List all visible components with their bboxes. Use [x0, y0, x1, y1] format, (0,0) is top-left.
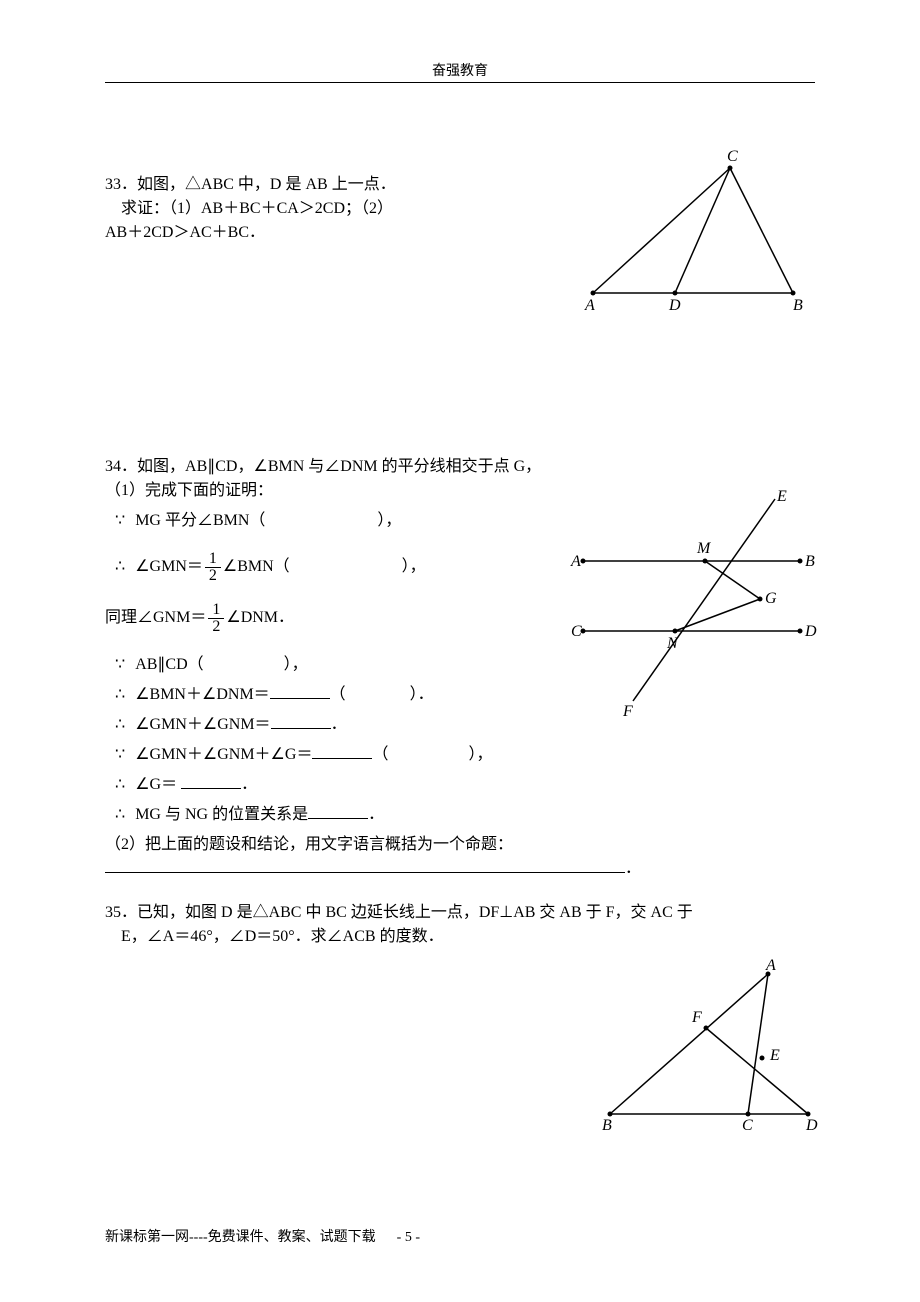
final-period: ． — [625, 860, 641, 877]
svg-text:B: B — [602, 1117, 612, 1134]
problem-33-line1: 如图，△ABC 中，D 是 AB 上一点． — [137, 176, 396, 193]
therefore-5: ∴ — [115, 803, 125, 827]
pf9a-text: MG 与 NG 的位置关系是 — [135, 806, 308, 823]
pf1-text: MG 平分∠BMN（ ）， — [135, 512, 401, 529]
doc-header-title: 奋强教育 — [105, 60, 815, 80]
svg-text:N: N — [666, 635, 679, 652]
blank-8 — [181, 773, 241, 789]
figure-34-svg: A B C D E F M N G — [565, 481, 825, 721]
header-rule — [105, 82, 815, 83]
svg-text:D: D — [668, 297, 681, 313]
svg-text:F: F — [691, 1009, 702, 1026]
problem-35-line1: 已知，如图 D 是△ABC 中 BC 边延长线上一点，DF⊥AB 交 AB 于 … — [137, 904, 693, 921]
svg-text:G: G — [765, 590, 777, 607]
problem-33-figure: A B C D — [575, 143, 815, 313]
pf2a-text: ∠GMN＝ — [135, 558, 203, 575]
pf5a-text: ∠BMN＋∠DNM＝ — [135, 686, 269, 703]
problem-35-number: 35． — [105, 904, 137, 921]
problem-35-line2: E，∠A＝46°，∠D＝50°．求∠ACB 的度数． — [121, 928, 444, 945]
pf2b-text: ∠BMN（ ）， — [223, 558, 426, 575]
pf7b-text: （ ）， — [372, 746, 492, 763]
svg-text:A: A — [584, 297, 595, 313]
therefore-4: ∴ — [115, 773, 125, 797]
problem-33: 33．如图，△ABC 中，D 是 AB 上一点． 求证：（1）AB＋BC＋CA＞… — [105, 173, 815, 245]
proof-line-9: ∴ MG 与 NG 的位置关系是 ． — [105, 803, 815, 827]
svg-text:A: A — [765, 957, 776, 974]
therefore-3: ∴ — [115, 713, 125, 737]
problem-33-number: 33． — [105, 176, 137, 193]
svg-text:C: C — [742, 1117, 753, 1134]
pf9b-text: ． — [368, 806, 384, 823]
problem-34-number: 34． — [105, 458, 137, 475]
problem-33-line3: AB＋2CD＞AC＋BC． — [105, 224, 265, 241]
pf6a-text: ∠GMN＋∠GNM＝ — [135, 716, 270, 733]
problem-35: 35．已知，如图 D 是△ABC 中 BC 边延长线上一点，DF⊥AB 交 AB… — [105, 901, 815, 949]
svg-text:B: B — [805, 553, 815, 570]
pf8a-text: ∠G＝ — [135, 776, 181, 793]
svg-text:B: B — [793, 297, 803, 313]
because-3: ∵ — [115, 743, 125, 767]
problem-34-sub1: （1）完成下面的证明： — [105, 482, 273, 499]
pf3b-text: ∠DNM． — [226, 609, 294, 626]
blank-5 — [270, 683, 330, 699]
pf8b-text: ． — [241, 776, 257, 793]
footer-page: - 5 - — [397, 1230, 420, 1245]
svg-text:E: E — [776, 488, 787, 505]
fraction-half-2: 12 — [208, 602, 224, 635]
svg-text:D: D — [805, 1117, 818, 1134]
svg-text:E: E — [769, 1047, 780, 1064]
svg-text:F: F — [622, 703, 633, 720]
proof-line-7: ∵ ∠GMN＋∠GNM＋∠G＝ （ ）， — [105, 743, 815, 767]
svg-text:D: D — [804, 623, 817, 640]
problem-35-figure: A B C D F E — [590, 956, 820, 1136]
pf4-text: AB∥CD（ ）， — [135, 656, 307, 673]
problem-34-line1: 如图，AB∥CD，∠BMN 与∠DNM 的平分线相交于点 G， — [137, 458, 541, 475]
svg-text:M: M — [696, 540, 712, 557]
pf7a-text: ∠GMN＋∠GNM＋∠G＝ — [135, 746, 312, 763]
pf5b-text: （ ）． — [330, 686, 434, 703]
problem-34-sub2: （2）把上面的题设和结论，用文字语言概括为一个命题： — [105, 836, 513, 853]
problem-35-text: 35．已知，如图 D 是△ABC 中 BC 边延长线上一点，DF⊥AB 交 AB… — [105, 901, 815, 949]
svg-text:C: C — [571, 623, 582, 640]
fraction-half-1: 12 — [205, 551, 221, 584]
figure-35-svg: A B C D F E — [590, 956, 820, 1136]
pf6b-text: ． — [331, 716, 347, 733]
therefore-2: ∴ — [115, 683, 125, 707]
therefore-1: ∴ — [115, 555, 125, 579]
svg-text:A: A — [570, 553, 581, 570]
because-1: ∵ — [115, 509, 125, 533]
figure-33-svg: A B C D — [575, 143, 815, 313]
page-footer: 新课标第一网----免费课件、教案、试题下载 - 5 - — [105, 1226, 420, 1246]
blank-conclusion — [105, 857, 625, 873]
svg-text:C: C — [727, 148, 738, 165]
proof-line-8: ∴ ∠G＝ ． — [105, 773, 815, 797]
blank-6 — [271, 713, 331, 729]
pf3a-text: 同理∠GNM＝ — [105, 609, 206, 626]
problem-34: 34．如图，AB∥CD，∠BMN 与∠DNM 的平分线相交于点 G， （1）完成… — [105, 455, 815, 881]
problem-33-line2: 求证：（1）AB＋BC＋CA＞2CD；（2） — [121, 200, 393, 217]
blank-7 — [312, 743, 372, 759]
blank-9 — [308, 803, 368, 819]
problem-34-figure: A B C D E F M N G — [565, 481, 825, 721]
footer-text: 新课标第一网----免费课件、教案、试题下载 — [105, 1230, 376, 1245]
because-2: ∵ — [115, 653, 125, 677]
